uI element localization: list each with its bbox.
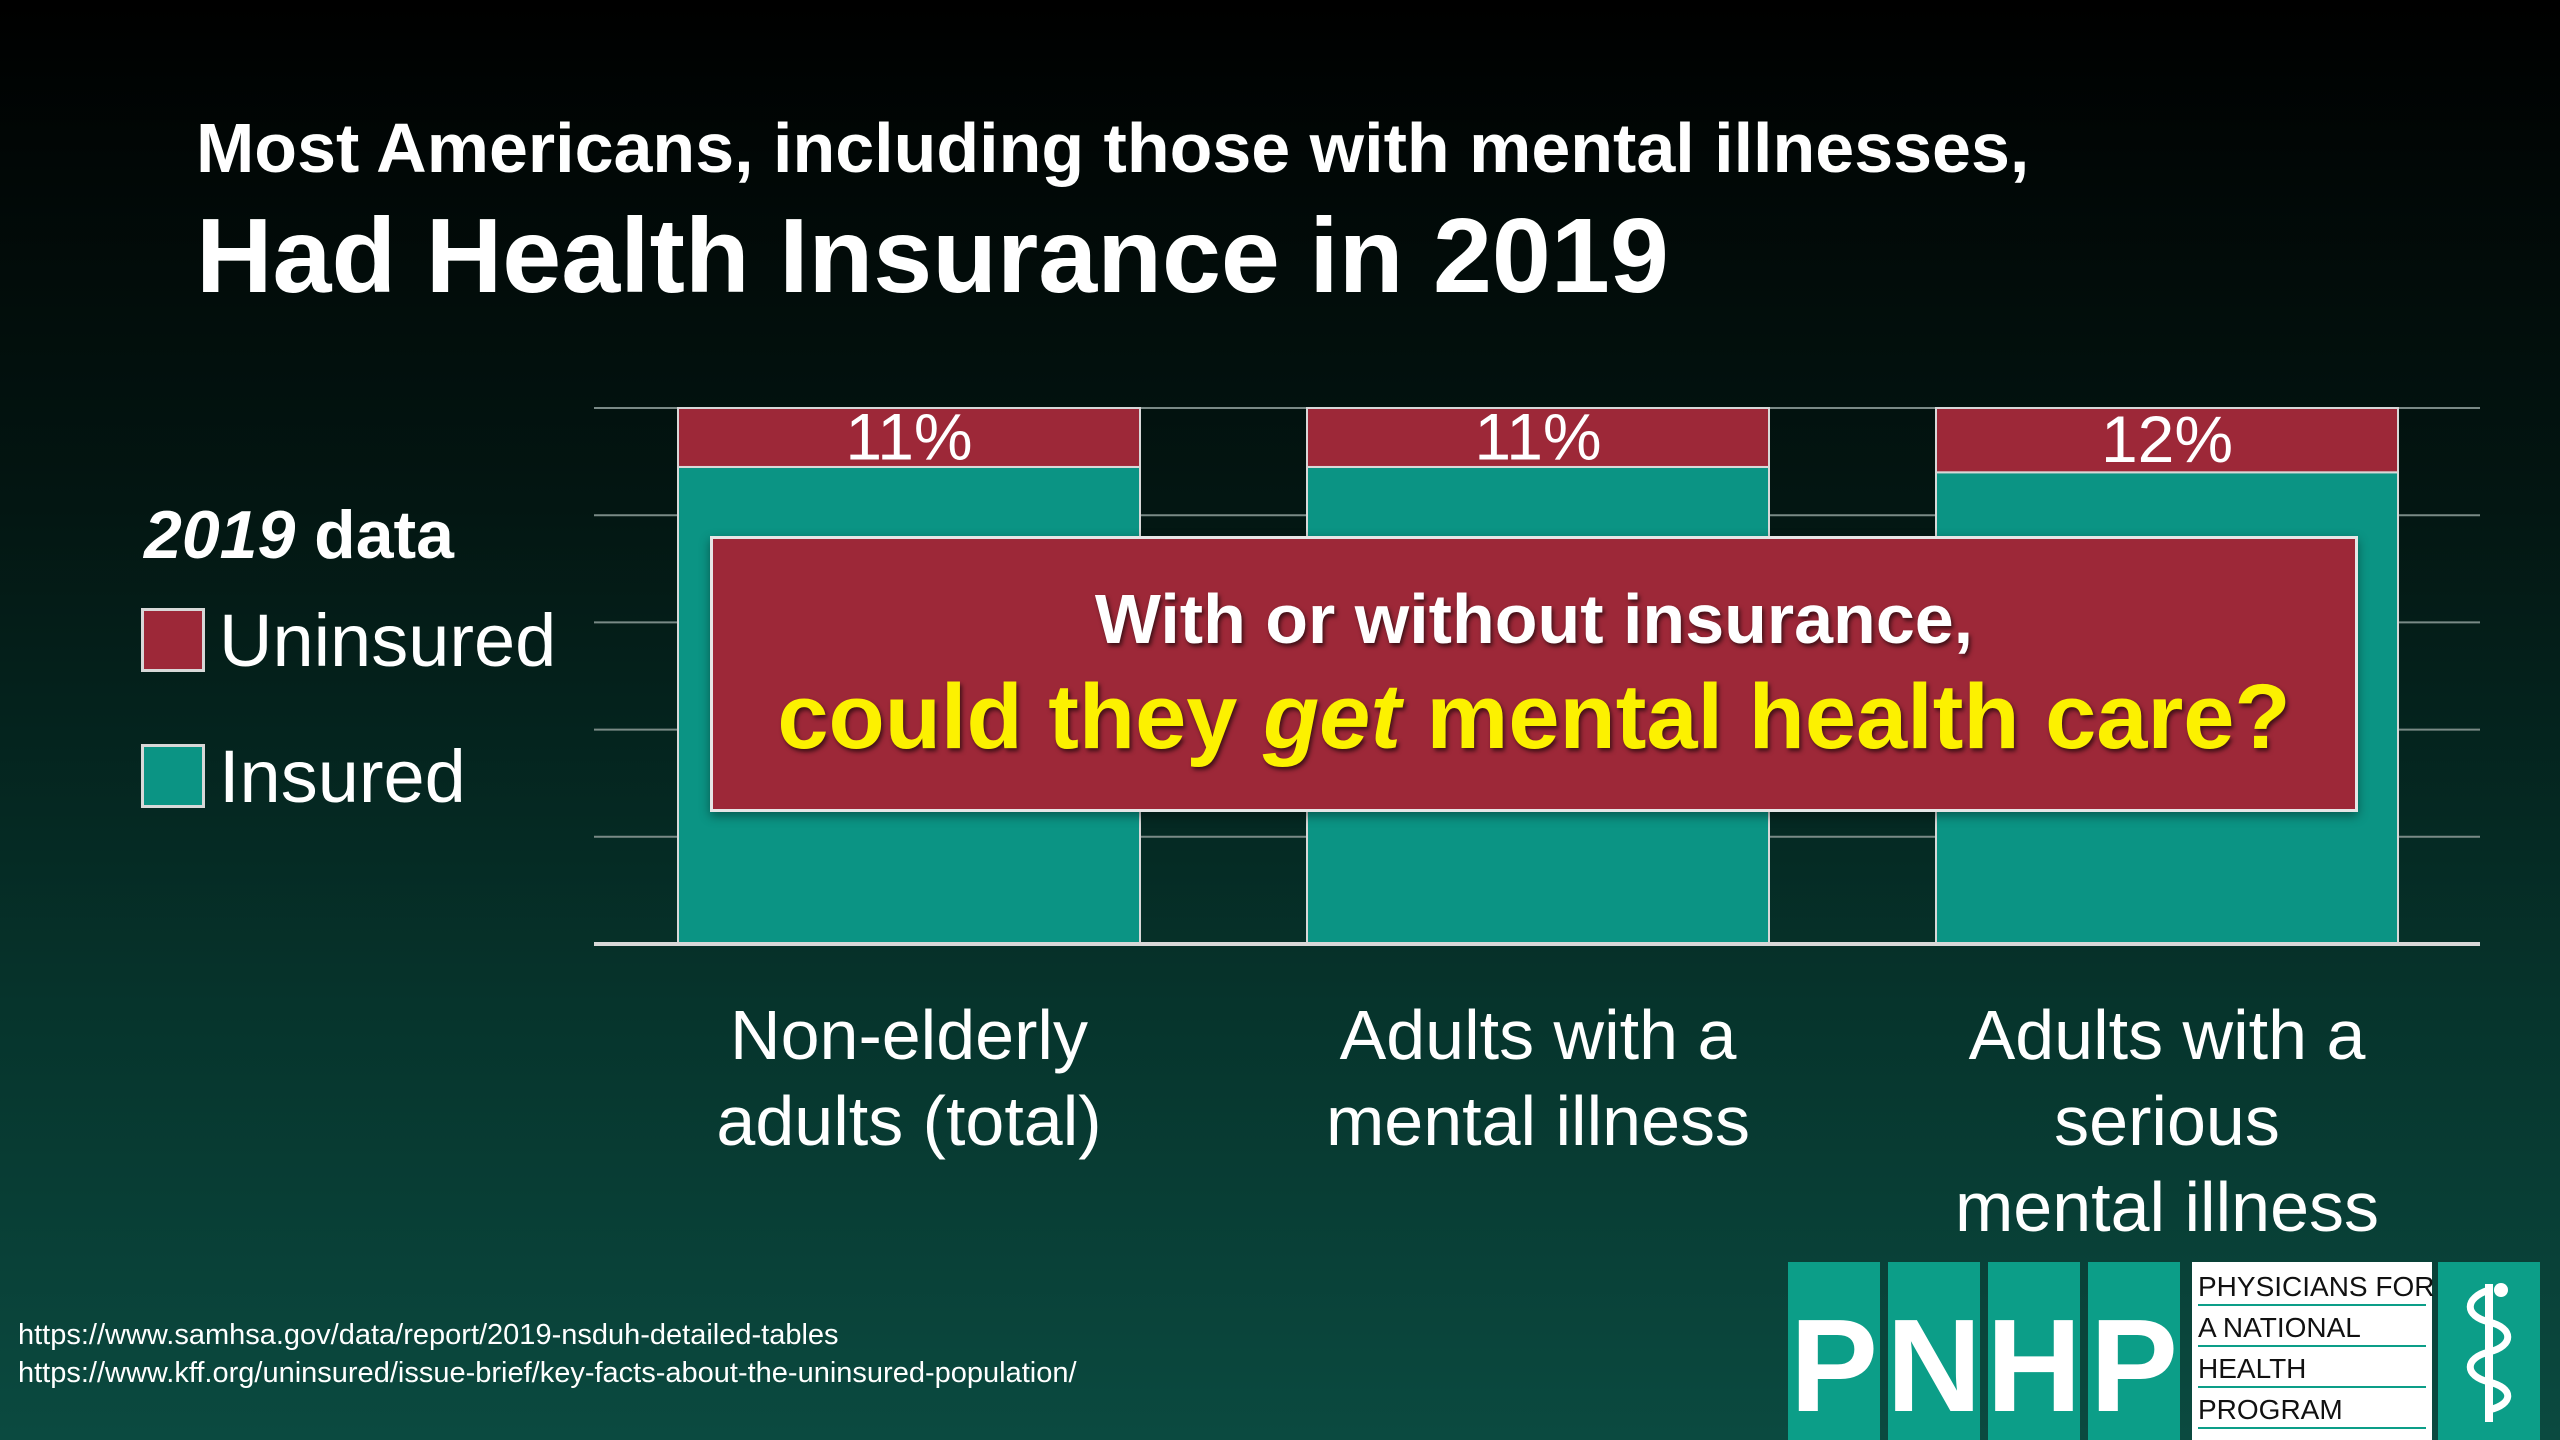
sources: https://www.samhsa.gov/data/report/2019-… <box>18 1316 1077 1392</box>
legend-title: 2019 data <box>144 496 454 574</box>
chart-title-line2: Had Health Insurance in 2019 <box>196 197 1669 315</box>
pnhp-logo: P N H P PHYSICIANS FOR A NATIONAL HEALTH… <box>1788 1262 2540 1440</box>
logo-text-line: PHYSICIANS FOR <box>2198 1270 2434 1306</box>
legend-swatch-uninsured <box>141 608 205 672</box>
logo-letter-n: N <box>1886 1262 1982 1440</box>
legend-label-insured: Insured <box>219 734 466 818</box>
legend-title-rest: data <box>295 497 454 573</box>
x-tick-label-line: Adults with a <box>1968 996 2366 1074</box>
x-tick-label: Adults with a serious mental illness <box>1887 992 2447 1250</box>
logo-letter-p1: P <box>1788 1262 1880 1440</box>
bar-uninsured <box>1306 407 1770 468</box>
x-tick-label: Non-elderly adults (total) <box>629 992 1189 1164</box>
legend-item-uninsured: Uninsured <box>141 598 556 682</box>
legend-swatch-insured <box>141 744 205 808</box>
chart-title-line1: Most Americans, including those with men… <box>196 109 2030 187</box>
x-tick-label-line: mental illness <box>1954 1168 2380 1246</box>
legend-item-insured: Insured <box>141 734 466 818</box>
source-link-kff[interactable]: https://www.kff.org/uninsured/issue-brie… <box>18 1357 1077 1389</box>
callout-line1: With or without insurance, <box>1094 579 1974 658</box>
x-tick-label-line: serious <box>2054 1082 2280 1160</box>
x-tick-label-line: Non-elderly <box>730 996 1088 1074</box>
logo-text-line: HEALTH <box>2198 1352 2426 1388</box>
x-tick-label: Adults with a mental illness <box>1258 992 1818 1164</box>
data-label: 11% <box>1474 399 1601 473</box>
logo-text-line: PROGRAM <box>2198 1393 2426 1429</box>
x-tick-label-line: mental illness <box>1325 1082 1751 1160</box>
x-tick-label-line: adults (total) <box>716 1082 1102 1160</box>
callout-line2: could they get mental health care? <box>777 665 2290 770</box>
bar-uninsured <box>677 407 1141 468</box>
caduceus-icon <box>2438 1262 2540 1440</box>
legend-title-year: 2019 <box>144 497 296 573</box>
logo-text-line: A NATIONAL <box>2198 1311 2426 1347</box>
callout-line2-pre: could they <box>777 665 1263 768</box>
callout-box: With or without insurance, could they ge… <box>710 536 2358 812</box>
callout-line2-emphasis: get <box>1262 665 1401 768</box>
data-label: 11% <box>845 399 972 473</box>
logo-text-block: PHYSICIANS FOR A NATIONAL HEALTH PROGRAM <box>2192 1262 2434 1440</box>
logo-letter-p2: P <box>2088 1262 2180 1440</box>
logo-letter-h: H <box>1986 1262 2082 1440</box>
source-link-samhsa[interactable]: https://www.samhsa.gov/data/report/2019-… <box>18 1319 839 1351</box>
callout-line2-post: mental health care? <box>1400 665 2291 768</box>
legend-label-uninsured: Uninsured <box>219 598 557 682</box>
x-tick-label-line: Adults with a <box>1339 996 1737 1074</box>
bar-uninsured <box>1935 407 2399 474</box>
data-label: 12% <box>2101 402 2233 476</box>
